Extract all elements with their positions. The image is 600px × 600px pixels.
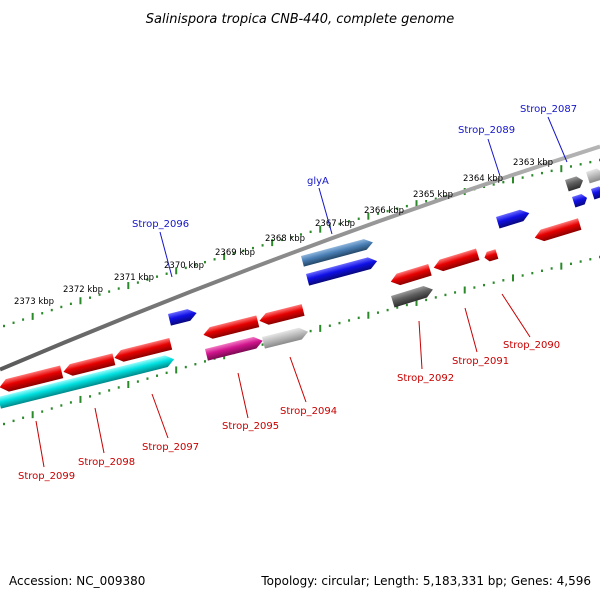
gene-arrow [259,304,305,325]
leader-line [94,407,105,454]
leader-line [547,116,568,163]
gene-arrow [301,239,373,267]
gene-arrow [572,193,588,208]
leader-line [35,420,45,468]
gene-arrow [565,176,584,192]
gene-arrow [586,168,600,184]
gene-label: Strop_2090 [503,340,560,351]
gene-label: Strop_2097 [142,442,199,453]
gene-arrow [496,209,530,229]
leader-line [418,320,423,370]
kbp-label: 2369 kbp [215,248,255,258]
gene-label: glyA [307,176,329,187]
kbp-label: 2364 kbp [463,174,503,184]
map-title: Salinispora tropica CNB-440, complete ge… [146,12,454,27]
gene-label: Strop_2091 [452,356,509,367]
kbp-labels: 2373 kbp 2372 kbp 2371 kbp 2370 kbp 2369… [14,158,553,307]
gene-arrow [306,257,378,286]
gene-arrow [0,365,64,392]
gene-arrow [390,264,432,286]
gene-arrow [534,218,582,242]
gene-labels-forward: Strop_2096 glyA Strop_2089 Strop_2087 [132,104,577,230]
kbp-label: 2367 kbp [315,219,355,229]
gene-arrow [591,186,600,200]
kbp-label: 2373 kbp [14,297,54,307]
gene-label: Strop_2098 [78,457,135,468]
gene-arrow [168,309,197,326]
leader-line [151,393,169,439]
gene-arrow [0,355,175,409]
leader-line [289,356,307,403]
gene-label: Strop_2092 [397,373,454,384]
gene-arrow [205,336,263,361]
kbp-label: 2371 kbp [114,273,154,283]
genome-backbone [0,144,600,372]
gene-label: Strop_2096 [132,219,189,230]
leader-line [237,372,249,419]
kbp-label: 2363 kbp [513,158,553,168]
outer-tick-track [3,158,600,328]
gene-label: Strop_2089 [458,125,515,136]
kbp-label: 2366 kbp [364,206,404,216]
gene-label: Strop_2095 [222,421,279,432]
gene-label: Strop_2094 [280,406,337,417]
gene-arrow [63,353,116,376]
gene-arrow [114,337,173,362]
kbp-label: 2372 kbp [63,285,103,295]
gene-label: Strop_2087 [520,104,577,115]
topology-text: Topology: circular; Length: 5,183,331 bp… [261,574,591,588]
gene-labels-reverse: Strop_2099 Strop_2098 Strop_2097 Strop_2… [18,340,560,482]
leader-line [487,138,501,177]
gene-arrow [203,315,260,339]
gene-arrow [262,327,309,349]
gene-label: Strop_2099 [18,471,75,482]
kbp-label: 2368 kbp [265,234,305,244]
kbp-label: 2370 kbp [164,261,204,271]
label-leader-lines [35,116,568,468]
leader-line [159,231,173,278]
leader-line [501,293,531,338]
leader-line [318,187,333,235]
accession-text: Accession: NC_009380 [9,574,146,588]
gene-features [0,168,600,409]
leader-line [464,307,478,353]
gene-arrow [391,286,433,308]
kbp-label: 2365 kbp [413,190,453,200]
gene-arrow [484,249,499,262]
gene-arrow [433,248,480,272]
inner-tick-track [3,255,600,426]
